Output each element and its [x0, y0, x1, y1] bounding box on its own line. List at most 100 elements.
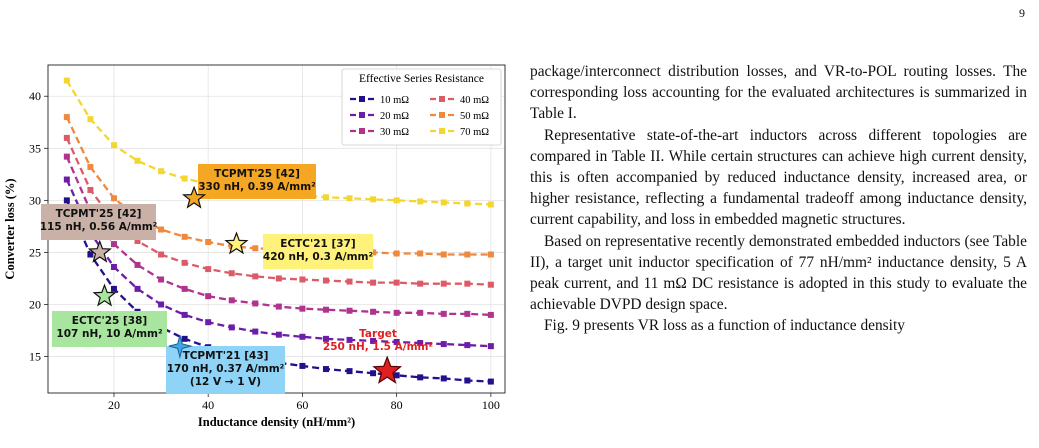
annotation-text: 420 nH, 0.3 A/mm² [263, 251, 374, 263]
data-point [464, 251, 471, 258]
data-point [393, 279, 400, 286]
star-marker [181, 185, 207, 209]
annotation-text: TCPMT'21 [43] [183, 350, 269, 362]
data-point [110, 195, 117, 202]
data-point [464, 200, 471, 207]
star-marker [168, 334, 193, 360]
data-point [417, 374, 424, 381]
legend: Effective Series Resistance 10 mΩ 40 mΩ 20 … [341, 68, 502, 146]
annotation: TCPMT'25 [42]115 nH, 0.56 A/mm² [40, 204, 158, 263]
legend-entry: 40 mΩ [460, 95, 489, 106]
data-point [299, 305, 306, 312]
data-point [228, 297, 235, 304]
legend-entry: 70 mΩ [460, 127, 489, 138]
data-point [393, 338, 400, 345]
legend-entry: 20 mΩ [380, 111, 409, 122]
data-point [370, 249, 377, 256]
data-point [322, 277, 329, 284]
data-point [87, 116, 94, 123]
data-point [346, 278, 353, 285]
annotation-text: Target [359, 328, 397, 340]
data-point [181, 259, 188, 266]
x-tick-label: 80 [391, 398, 403, 412]
data-point [487, 201, 494, 208]
data-point [322, 366, 329, 373]
data-point [299, 333, 306, 340]
data-point [464, 280, 471, 287]
y-tick-label: 25 [29, 245, 41, 259]
data-point [417, 280, 424, 287]
data-point [440, 375, 447, 382]
data-point [275, 303, 282, 310]
data-point [487, 281, 494, 288]
data-point [417, 250, 424, 257]
page-number: 9 [1019, 6, 1025, 20]
data-point [464, 342, 471, 349]
annotation-box [263, 234, 373, 269]
data-point [181, 311, 188, 318]
annotation-text: 115 nH, 0.56 A/mm² [40, 221, 158, 233]
data-point [275, 275, 282, 282]
data-point [440, 251, 447, 258]
data-point [370, 337, 377, 344]
data-point [158, 276, 165, 283]
data-point [346, 336, 353, 343]
data-point [205, 293, 212, 300]
data-point [134, 261, 141, 268]
y-axis-label: Converter loss (%) [3, 178, 17, 279]
data-point [181, 285, 188, 292]
data-point [134, 237, 141, 244]
data-point [275, 331, 282, 338]
data-point [87, 251, 94, 258]
data-point [393, 197, 400, 204]
annotation-box [198, 164, 316, 199]
star-marker [92, 283, 117, 307]
data-point [252, 245, 259, 252]
data-point [464, 377, 471, 384]
data-point [158, 301, 165, 308]
y-tick-label: 35 [29, 141, 41, 155]
data-point [346, 195, 353, 202]
legend-entry: 30 mΩ [380, 127, 409, 138]
annotation-text: ECTC'21 [37] [280, 238, 355, 250]
data-point [440, 310, 447, 317]
annotation-box [41, 204, 156, 240]
data-point [393, 250, 400, 257]
legend-marker [439, 112, 445, 118]
data-point [87, 164, 94, 171]
paragraph-1: package/interconnect distribution losses… [530, 63, 1027, 123]
data-point [228, 324, 235, 331]
data-point [370, 370, 377, 377]
star-marker [87, 239, 112, 263]
data-point [322, 194, 329, 201]
data-point [63, 153, 70, 160]
annotation: ECTC'21 [37]420 nH, 0.3 A/mm² [224, 231, 374, 269]
annotation-text: 107 nH, 10 A/mm² [56, 328, 163, 340]
data-point [134, 157, 141, 164]
data-point [299, 276, 306, 283]
data-point [87, 186, 94, 193]
data-point [158, 226, 165, 233]
y-tick-label: 30 [29, 193, 41, 207]
data-point [134, 285, 141, 292]
data-point [393, 309, 400, 316]
legend-box [341, 68, 502, 146]
data-point [63, 197, 70, 204]
data-point [346, 307, 353, 314]
data-point [181, 335, 188, 342]
data-point [181, 175, 188, 182]
annotation: TCPMT'25 [42]330 nH, 0.39 A/mm² [181, 164, 316, 209]
data-point [440, 341, 447, 348]
data-point [110, 285, 117, 292]
annotation: TCPMT'21 [43]170 nH, 0.37 A/mm²(12 V → 1… [166, 334, 285, 394]
data-point [440, 280, 447, 287]
data-point [346, 368, 353, 375]
x-tick-label: 60 [296, 398, 308, 412]
data-point [487, 343, 494, 350]
data-point [63, 134, 70, 141]
annotation-box [166, 346, 285, 394]
data-point [205, 239, 212, 246]
paragraph-3: Based on representative recently demonst… [530, 232, 1027, 314]
star-marker [372, 355, 403, 384]
